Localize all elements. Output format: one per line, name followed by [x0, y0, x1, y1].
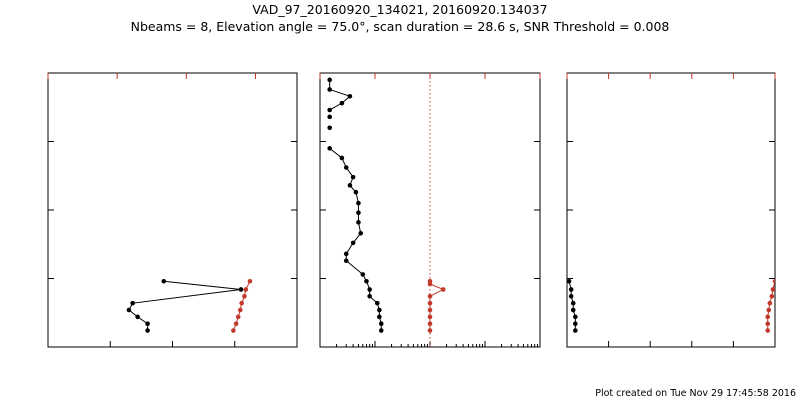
- panel-3: [566, 72, 776, 348]
- red-series-point: [427, 328, 433, 333]
- plot-area: [567, 278, 775, 333]
- black-series-point: [378, 328, 384, 333]
- black-series-point: [358, 230, 364, 236]
- black-series-point: [145, 321, 150, 327]
- panel-1: [47, 72, 298, 348]
- black-series-point: [568, 294, 574, 299]
- black-series-point: [573, 321, 578, 327]
- red-series-point: [237, 307, 243, 313]
- black-series-point: [327, 114, 332, 120]
- black-series-point: [343, 165, 349, 170]
- black-series-point: [161, 278, 167, 284]
- black-series-point: [135, 314, 140, 320]
- plot-frame: [566, 72, 776, 348]
- red-series-point: [247, 278, 253, 284]
- black-series-point: [343, 251, 349, 257]
- black-series-point: [567, 278, 572, 284]
- black-series-point: [327, 77, 332, 83]
- red-series-point: [235, 314, 241, 320]
- black-series-point: [343, 258, 349, 263]
- black-series-point: [367, 294, 372, 299]
- black-series-point: [126, 307, 132, 313]
- red-series-point: [770, 287, 775, 292]
- black-series-point: [570, 300, 576, 306]
- black-series-point: [573, 314, 578, 320]
- red-series-point: [427, 314, 433, 320]
- red-series-point: [765, 321, 771, 327]
- black-series-point: [327, 125, 332, 131]
- black-series-point: [377, 307, 382, 313]
- red-series-point: [231, 328, 236, 333]
- plot-frame: [47, 72, 298, 348]
- black-series-point: [364, 278, 369, 284]
- plot-area: [327, 77, 446, 333]
- red-series-point: [767, 300, 773, 306]
- red-series-point: [427, 294, 433, 299]
- red-series-point: [233, 321, 239, 327]
- black-series-point: [350, 174, 356, 180]
- plot-created-note: Plot created on Tue Nov 29 17:45:58 2016: [595, 388, 796, 399]
- black-series-point: [573, 328, 578, 333]
- black-series-point: [353, 189, 359, 195]
- black-series-point: [327, 107, 332, 113]
- chart-subtitle: Nbeams = 8, Elevation angle = 75.0°, sca…: [131, 19, 670, 34]
- black-series-point: [347, 183, 353, 188]
- black-series-line: [329, 147, 382, 331]
- black-series-line: [329, 79, 351, 111]
- black-series-point: [377, 314, 382, 320]
- red-series-point: [427, 307, 433, 313]
- black-series-point: [356, 210, 361, 216]
- black-series-point: [339, 155, 345, 161]
- black-series-point: [378, 321, 384, 327]
- red-series-point: [772, 278, 775, 284]
- black-series-point: [327, 87, 332, 92]
- panel-2: [319, 72, 541, 348]
- red-series-point: [769, 294, 775, 299]
- red-series-point: [766, 307, 772, 313]
- chart-title: VAD_97_20160920_134021, 20160920.134037: [252, 2, 547, 17]
- red-series-point: [242, 294, 247, 299]
- black-series-point: [339, 100, 345, 106]
- red-series-point: [765, 314, 771, 320]
- red-series-point: [427, 300, 433, 306]
- panels: [47, 72, 776, 348]
- black-series-point: [350, 240, 356, 246]
- black-series-point: [145, 328, 150, 333]
- black-series-point: [374, 300, 380, 306]
- black-series-point: [568, 287, 574, 292]
- red-series-point: [427, 278, 433, 284]
- black-series-point: [130, 300, 135, 306]
- red-series-point: [239, 300, 244, 306]
- plot-area: [126, 278, 253, 333]
- black-series-point: [327, 146, 332, 151]
- red-series-point: [440, 287, 446, 292]
- black-series-point: [356, 220, 361, 225]
- black-series-point: [570, 307, 576, 313]
- red-series-point: [765, 328, 771, 333]
- black-series-point: [347, 93, 353, 99]
- black-series-point: [238, 287, 244, 292]
- black-series-point: [367, 287, 372, 292]
- black-series-point: [356, 200, 361, 206]
- red-series-point: [243, 287, 249, 292]
- black-series-point: [360, 272, 366, 277]
- red-series-point: [427, 321, 433, 327]
